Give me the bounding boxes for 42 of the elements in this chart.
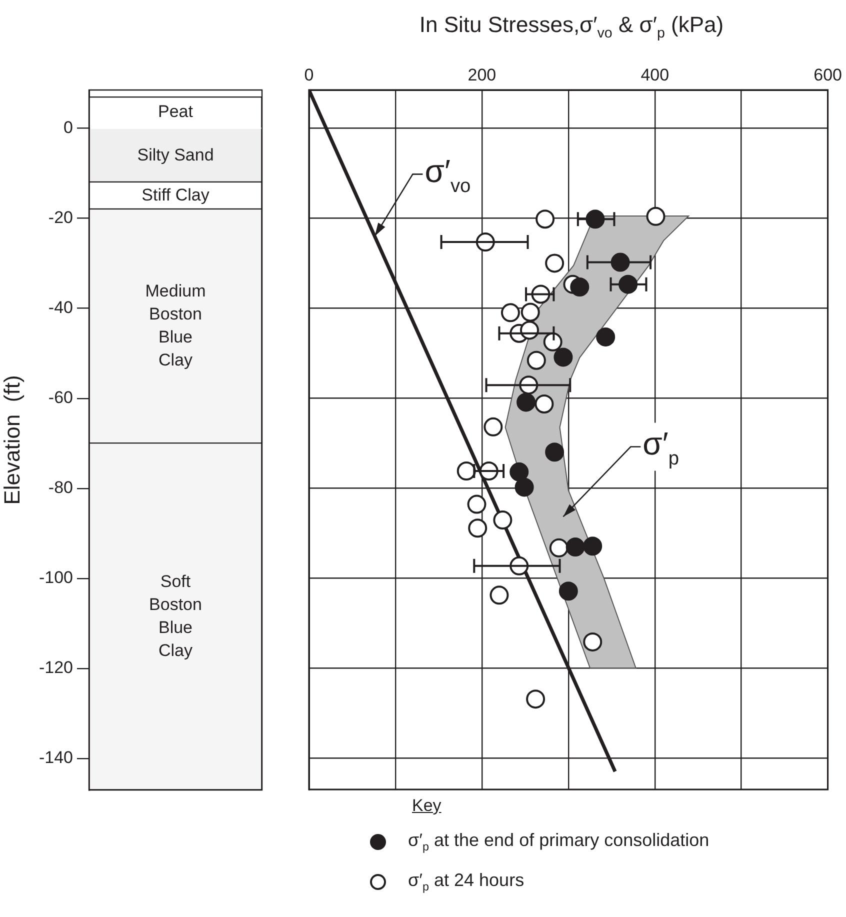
point — [570, 278, 590, 297]
point — [583, 536, 602, 556]
series-label: Stiff Clay — [142, 185, 210, 204]
legend-label: σ′$_{p}$ at 24 hours — [408, 870, 524, 894]
chart-title: In Situ Stresses,σ′$_{vo}$ & σ′$_{p}$ (kPa) — [418, 12, 725, 42]
point — [493, 510, 512, 530]
point — [510, 462, 529, 482]
y-tick-label: -100 — [38, 568, 73, 588]
point — [618, 274, 638, 294]
y-tick-label: 0 — [64, 118, 73, 137]
x-tick-label: 600 — [814, 65, 842, 84]
point — [566, 538, 585, 557]
y-tick-label: -20 — [48, 208, 73, 227]
point — [534, 394, 554, 414]
point — [646, 206, 666, 226]
legend-label: σ′$_{p}$ at the end of primary consolidation — [408, 830, 710, 854]
point — [554, 348, 573, 367]
point — [543, 332, 562, 352]
point — [516, 392, 536, 412]
x-tick-label: 400 — [640, 65, 670, 84]
point — [586, 210, 605, 229]
point — [549, 538, 568, 558]
series-label: Medium Boston Blue Clay — [145, 282, 206, 370]
point — [596, 327, 616, 346]
point — [610, 252, 630, 272]
series-label: Soft Boston Blue Clay — [149, 572, 202, 660]
point — [514, 478, 534, 497]
y-axis-title: Elevation (ft) — [0, 375, 24, 505]
y-tick-label: -120 — [38, 658, 73, 678]
series-label: Silty Sand — [137, 145, 214, 164]
y-tick-label: -40 — [48, 298, 73, 318]
point — [545, 442, 564, 462]
point — [558, 582, 578, 601]
legend-title: Key — [412, 796, 442, 816]
y-tick-label: -140 — [38, 748, 73, 768]
x-tick-label: 0 — [304, 65, 314, 84]
series-label: Peat — [158, 102, 194, 121]
point — [583, 632, 602, 652]
point — [526, 350, 546, 370]
x-tick-label: 200 — [468, 65, 496, 84]
y-tick-label: -80 — [48, 478, 73, 498]
y-tick-label: -60 — [48, 388, 73, 408]
